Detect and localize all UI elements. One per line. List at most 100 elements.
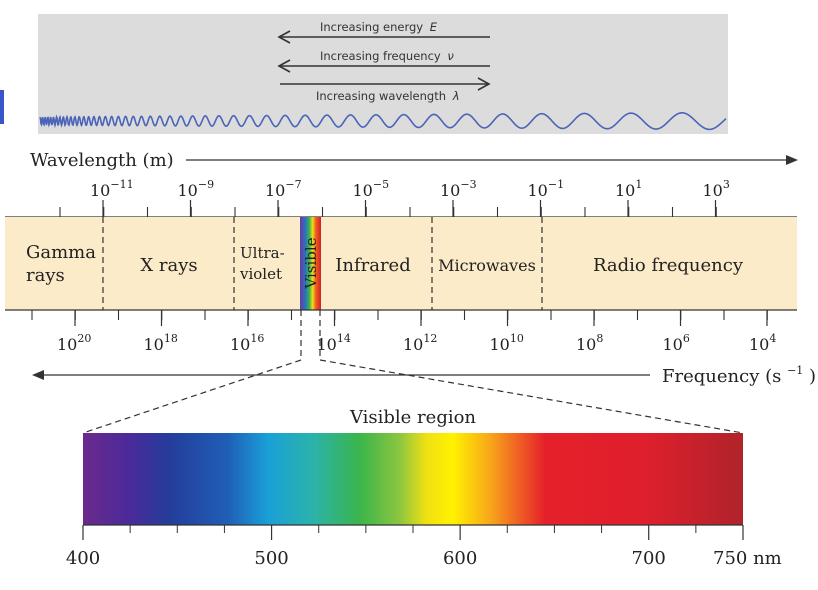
wavelength-symbol: λ — [452, 89, 460, 103]
frequency-arrowhead — [277, 59, 291, 73]
wavelength-tick-exp: 3 — [723, 178, 730, 191]
frequency-tick-label: 106 — [663, 332, 690, 354]
region-infrared: Infrared — [335, 255, 410, 276]
wavelength-tick-exp: −9 — [198, 178, 214, 191]
wavelength-arrowhead — [477, 77, 491, 91]
wavelength-tick-base: 10 — [528, 181, 548, 200]
frequency-tick-label: 1014 — [317, 332, 351, 354]
frequency-tick-base: 10 — [317, 335, 337, 354]
frequency-tick-base: 10 — [749, 335, 769, 354]
frequency-tick-exp: 20 — [77, 332, 91, 345]
frequency-tick-label: 1012 — [403, 332, 437, 354]
wavelength-tick-base: 10 — [178, 181, 198, 200]
wavelength-label: Increasing wavelength — [316, 89, 446, 103]
visible-tick-label: 750 nm — [713, 548, 782, 569]
visible-tick-label: 700 — [632, 548, 666, 569]
region-microwaves: Microwaves — [438, 256, 536, 275]
energy-label: Increasing energy — [320, 20, 423, 34]
frequency-axis-label-exp: −1 — [787, 364, 803, 377]
wavelength-tick-exp: 1 — [635, 178, 642, 191]
wavelength-tick-exp: −3 — [460, 178, 476, 191]
frequency-tick-exp: 14 — [337, 332, 351, 345]
spectrum-band: Gamma rays X rays Ultra- violet Visible … — [5, 217, 797, 310]
wavelength-tick-label: 10−11 — [90, 178, 134, 200]
region-xrays: X rays — [140, 255, 197, 276]
wavelength-axis: Wavelength (m) 10−11 10−9 10−7 10−5 10−3 10−1… — [5, 150, 798, 218]
wavelength-tick-label: 10−7 — [265, 178, 302, 200]
wavelength-tick-label: 101 — [615, 178, 642, 200]
zoom-connectors — [82, 310, 744, 434]
frequency-tick-exp: 18 — [164, 332, 178, 345]
wave-graphic — [39, 111, 727, 131]
visible-region: Visible region 400 500 600 700 750 nm — [66, 407, 782, 569]
frequency-tick-exp: 6 — [683, 332, 690, 345]
frequency-tick-base: 10 — [663, 335, 683, 354]
svg-text:Increasing energy E: Increasing energy E — [320, 20, 438, 34]
frequency-label: Increasing frequency — [320, 49, 441, 63]
visible-tick-label: 500 — [254, 548, 288, 569]
frequency-tick-base: 10 — [490, 335, 510, 354]
frequency-axis-label: Frequency (s — [662, 366, 781, 387]
wavelength-tick-label: 103 — [703, 178, 730, 200]
visible-region-title: Visible region — [349, 407, 476, 428]
frequency-symbol: ν — [447, 49, 454, 63]
region-visible: Visible — [302, 237, 320, 289]
energy-arrowhead — [277, 30, 291, 44]
energy-symbol: E — [430, 20, 438, 34]
side-tab — [0, 90, 4, 124]
frequency-tick-label: 1018 — [144, 332, 178, 354]
wavelength-tick-base: 10 — [703, 181, 723, 200]
panel-background — [38, 14, 728, 134]
wavelength-axis-label: Wavelength (m) — [30, 150, 174, 171]
visible-tick-label: 400 — [66, 548, 100, 569]
frequency-tick-exp: 10 — [510, 332, 524, 345]
wavelength-tick-base: 10 — [90, 181, 110, 200]
wavelength-tick-label: 10−9 — [178, 178, 215, 200]
svg-text:Increasing wavelength λ: Increasing wavelength λ — [316, 89, 460, 103]
frequency-tick-base: 10 — [576, 335, 596, 354]
energy-panel: Increasing energy E Increasing frequency… — [38, 14, 728, 134]
zoom-left-diagonal — [82, 359, 302, 434]
region-radio: Radio frequency — [593, 255, 744, 276]
wavelength-tick-exp: −11 — [110, 178, 133, 191]
visible-strip — [300, 217, 321, 310]
frequency-tick-label: 108 — [576, 332, 603, 354]
wavelength-tick-exp: −7 — [285, 178, 301, 191]
wavelength-tick-label: 10−5 — [353, 178, 390, 200]
frequency-tick-label: 104 — [749, 332, 776, 354]
wavelength-tick-base: 10 — [265, 181, 285, 200]
frequency-tick-base: 10 — [230, 335, 250, 354]
wavelength-tick-exp: −5 — [373, 178, 389, 191]
frequency-tick-label: 1020 — [57, 332, 91, 354]
wavelength-tick-base: 10 — [615, 181, 635, 200]
frequency-tick-exp: 16 — [250, 332, 264, 345]
frequency-axis-arrowhead — [32, 370, 44, 380]
wavelength-axis-arrowhead — [786, 155, 798, 165]
wavelength-tick-exp: −1 — [548, 178, 564, 191]
frequency-tick-base: 10 — [57, 335, 77, 354]
region-uv-line2: violet — [239, 265, 282, 283]
frequency-tick-exp: 4 — [769, 332, 776, 345]
svg-text:Frequency (s −1 ): Frequency (s −1 ) — [662, 358, 816, 387]
visible-spectrum-bar — [83, 433, 743, 525]
region-gamma-line1: Gamma — [26, 242, 96, 263]
visible-tick-label: 600 — [443, 548, 477, 569]
band-background — [5, 217, 797, 310]
svg-text:Increasing frequency ν: Increasing frequency ν — [320, 49, 454, 63]
wavelength-tick-label: 10−1 — [528, 178, 565, 200]
frequency-tick-exp: 8 — [596, 332, 603, 345]
frequency-tick-base: 10 — [403, 335, 423, 354]
zoom-right-diagonal — [319, 359, 744, 434]
region-uv-line1: Ultra- — [240, 244, 285, 262]
frequency-tick-label: 1016 — [230, 332, 264, 354]
frequency-tick-base: 10 — [144, 335, 164, 354]
wavelength-tick-base: 10 — [353, 181, 373, 200]
frequency-axis-label-close: ) — [809, 366, 816, 387]
wavelength-tick-label: 10−3 — [440, 178, 477, 200]
frequency-tick-exp: 12 — [423, 332, 437, 345]
frequency-tick-label: 1010 — [490, 332, 524, 354]
wavelength-tick-base: 10 — [440, 181, 460, 200]
region-gamma-line2: rays — [26, 265, 65, 286]
frequency-axis: 1020 1018 1016 1014 1012 1010 108 106 104 Freque… — [5, 309, 816, 387]
